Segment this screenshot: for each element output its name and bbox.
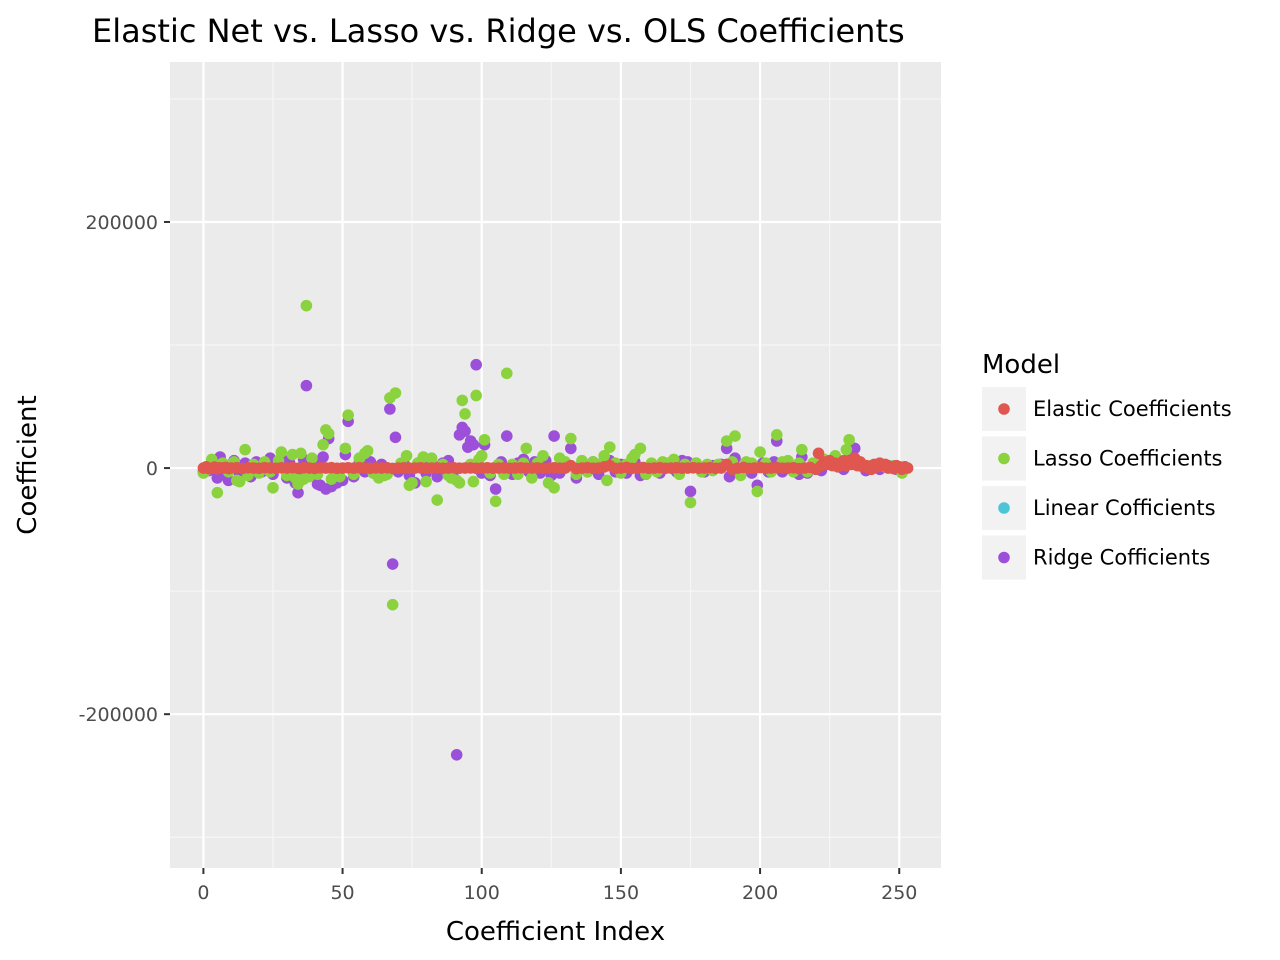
point-lasso-coefficients [770, 429, 783, 441]
point-ridge-cofficients [386, 558, 399, 570]
point-lasso-coefficients [400, 449, 413, 462]
point-ridge-cofficients [300, 379, 313, 392]
point-lasso-coefficients [275, 446, 288, 458]
x-tick-label: 150 [603, 882, 639, 904]
point-lasso-coefficients [306, 452, 318, 465]
point-ridge-cofficients [548, 430, 560, 442]
y-tick-label: 0 [146, 458, 158, 480]
point-lasso-coefficients [754, 446, 766, 458]
y-axis-title: Coefficient [13, 395, 43, 534]
legend: Model Elastic Coefficients Lasso Coeffici… [982, 350, 1232, 580]
legend-title: Model [982, 350, 1060, 380]
point-lasso-coefficients [548, 481, 560, 494]
point-elastic-coefficients [901, 462, 914, 474]
point-lasso-coefficients [322, 427, 335, 440]
point-ridge-cofficients [222, 474, 235, 487]
point-lasso-coefficients [317, 438, 329, 451]
legend-marker-lasso-coefficients [998, 452, 1010, 465]
point-lasso-coefficients [300, 299, 313, 312]
point-lasso-coefficients [420, 475, 432, 488]
point-ridge-cofficients [500, 430, 513, 442]
point-ridge-cofficients [450, 748, 463, 761]
point-lasso-coefficients [475, 449, 488, 462]
point-ridge-cofficients [470, 358, 482, 371]
point-lasso-coefficients [720, 435, 733, 447]
point-ridge-cofficients [389, 431, 402, 444]
point-lasso-coefficients [634, 442, 647, 455]
point-lasso-coefficients [840, 443, 853, 456]
x-axis-title: Coefficient Index [446, 917, 665, 947]
point-lasso-coefficients [565, 432, 577, 445]
point-ridge-cofficients [292, 486, 304, 499]
point-lasso-coefficients [386, 598, 399, 611]
point-ridge-cofficients [467, 438, 480, 451]
point-lasso-coefficients [453, 477, 466, 489]
point-lasso-coefficients [467, 475, 480, 488]
point-ridge-cofficients [384, 403, 396, 415]
point-ridge-cofficients [489, 483, 502, 495]
point-lasso-coefficients [598, 449, 611, 462]
point-lasso-coefficients [489, 495, 502, 508]
point-lasso-coefficients [470, 389, 482, 402]
y-axis: -200000 0 200000 [79, 212, 170, 726]
point-lasso-coefficients [342, 409, 354, 421]
x-tick-label: 100 [464, 882, 500, 904]
legend-label-linear-cofficients: Linear Cofficients [1033, 496, 1216, 520]
y-tick-label: 200000 [85, 212, 158, 234]
point-lasso-coefficients [267, 481, 279, 494]
data-points [197, 299, 914, 761]
point-lasso-coefficients [684, 496, 697, 509]
point-lasso-coefficients [361, 445, 374, 457]
point-lasso-coefficients [729, 430, 741, 442]
point-lasso-coefficients [425, 452, 438, 465]
point-lasso-coefficients [389, 387, 402, 399]
point-lasso-coefficients [500, 367, 513, 380]
x-tick-label: 200 [742, 882, 778, 904]
point-lasso-coefficients [239, 443, 251, 456]
x-axis: 0 50 100 150 200 250 [197, 868, 917, 904]
chart-title: Elastic Net vs. Lasso vs. Ridge vs. OLS … [92, 12, 905, 50]
point-elastic-coefficients [812, 447, 825, 460]
x-tick-label: 250 [881, 882, 917, 904]
point-lasso-coefficients [751, 485, 764, 498]
legend-label-ridge-cofficients: Ridge Cofficients [1033, 546, 1210, 570]
legend-marker-ridge-cofficients [998, 551, 1010, 564]
point-lasso-coefficients [233, 475, 246, 488]
point-lasso-coefficients [843, 433, 855, 446]
point-ridge-cofficients [317, 451, 329, 463]
point-ridge-cofficients [684, 485, 697, 498]
point-lasso-coefficients [459, 408, 471, 420]
point-ridge-cofficients [565, 442, 577, 455]
y-tick-label: -200000 [79, 704, 158, 726]
point-ridge-cofficients [459, 425, 471, 437]
point-lasso-coefficients [520, 442, 533, 455]
point-ridge-cofficients [431, 470, 444, 483]
point-lasso-coefficients [526, 472, 538, 484]
point-lasso-coefficients [211, 486, 224, 499]
legend-marker-linear-cofficients [998, 502, 1010, 514]
point-lasso-coefficients [537, 449, 549, 462]
x-tick-label: 50 [330, 882, 354, 904]
point-lasso-coefficients [601, 474, 613, 487]
legend-marker-elastic-coefficients [998, 403, 1010, 415]
point-lasso-coefficients [478, 433, 491, 446]
point-lasso-coefficients [603, 441, 616, 453]
x-tick-label: 0 [197, 882, 209, 904]
point-lasso-coefficients [456, 394, 469, 407]
point-lasso-coefficients [295, 447, 307, 460]
point-lasso-coefficients [339, 442, 352, 455]
legend-label-elastic-coefficients: Elastic Coefficients [1033, 397, 1232, 421]
legend-label-lasso-coefficients: Lasso Coefficients [1033, 447, 1223, 471]
point-lasso-coefficients [796, 443, 808, 456]
point-lasso-coefficients [406, 477, 418, 489]
point-lasso-coefficients [431, 494, 444, 506]
